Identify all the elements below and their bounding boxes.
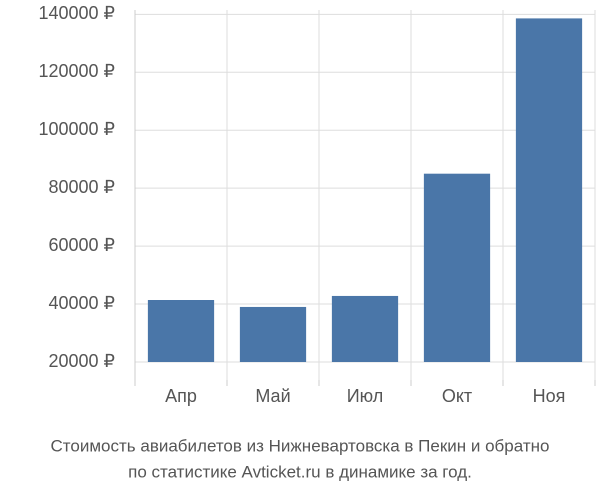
bar <box>331 295 399 362</box>
bar <box>147 300 215 362</box>
bar <box>239 306 307 362</box>
chart-title: Стоимость авиабилетов из Нижневартовска … <box>51 436 550 455</box>
x-tick-label: Апр <box>165 386 197 406</box>
x-tick-label: Окт <box>442 386 472 406</box>
x-tick-label: Май <box>255 386 290 406</box>
y-tick-label: 60000 ₽ <box>48 235 115 255</box>
bar <box>515 18 583 363</box>
y-tick-label: 40000 ₽ <box>48 293 115 313</box>
chart-title: по статистике Avticket.ru в динамике за … <box>128 462 472 481</box>
x-tick-label: Июл <box>347 386 384 406</box>
y-tick-label: 20000 ₽ <box>48 351 115 371</box>
y-tick-label: 120000 ₽ <box>38 61 115 81</box>
y-tick-label: 140000 ₽ <box>38 3 115 23</box>
bar <box>423 173 491 362</box>
y-tick-label: 100000 ₽ <box>38 119 115 139</box>
x-tick-label: Ноя <box>533 386 566 406</box>
y-tick-label: 80000 ₽ <box>48 177 115 197</box>
